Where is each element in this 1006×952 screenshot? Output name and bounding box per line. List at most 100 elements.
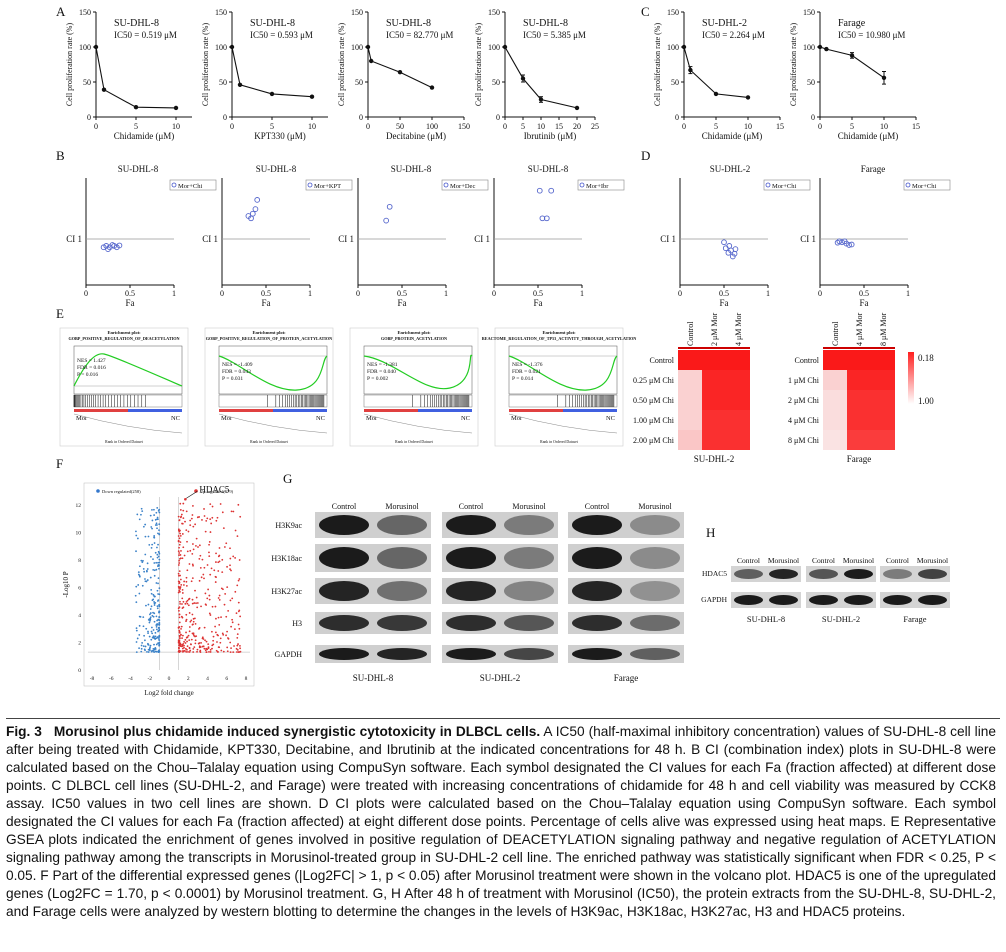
up-point [185,580,188,583]
protein-label: H3 [292,619,302,628]
down-point [135,530,137,533]
up-point [181,645,184,648]
up-point [186,645,189,648]
y-axis-label: Cell proliferation rate (%) [474,23,483,107]
heatmap-cell [726,430,750,450]
down-point [157,600,159,602]
up-point [177,641,180,644]
heatmap-cell [823,430,847,450]
up-point [218,623,221,626]
ci-legend-box [763,179,811,191]
down-point [153,651,156,653]
panel-letter-h: H [706,525,715,540]
down-point [142,616,145,618]
down-point [158,650,161,653]
gsea-plot: Enrichment plot:GOBP_POSITIVE_REGULATION… [204,327,334,447]
up-point [185,510,188,513]
up-point [190,619,193,622]
x-tick-label: 1 [766,289,770,298]
panel-letter-d: D [641,148,650,163]
up-point [201,519,203,521]
up-point [223,603,226,606]
ci-title: SU-DHL-8 [528,164,569,174]
blot-cell-name: SU-DHL-8 [747,614,785,624]
blot-cell-name: SU-DHL-8 [353,673,394,683]
up-point [236,584,239,587]
down-point [154,601,157,604]
up-point [214,631,217,634]
gsea-rank-curve [363,413,473,434]
lane-label: Control [737,556,760,565]
heatmap-cell [823,410,847,430]
data-point [101,87,107,92]
gsea-left-label: Mor [221,415,233,422]
gsea-heading: Enrichment plot: [397,330,431,335]
up-point [178,562,181,564]
down-point [158,552,161,555]
up-point [201,637,204,640]
up-point [219,503,222,505]
up-point [214,581,217,583]
blot-band [572,615,622,631]
ci-point [116,242,123,249]
down-point [146,570,148,573]
down-point [151,649,153,652]
heatmap-col-label: 2 μM Mor [710,312,719,346]
up-point [181,597,184,600]
heatmap-row-label: 0.25 μM Chi [633,376,675,385]
down-point [138,518,141,521]
up-point [208,541,211,543]
up-point [200,641,202,644]
up-point [216,641,218,643]
heatmap-row-label: Control [650,356,675,365]
x-tick-label: 5 [714,122,718,131]
ci-point [543,215,550,222]
gsea-hits-frame [73,394,183,408]
up-point [192,525,195,528]
up-point [232,510,235,513]
up-point [191,553,194,555]
down-point [138,592,141,595]
down-point [158,621,161,624]
x-tick-label: 0 [682,122,686,131]
up-point [220,649,223,652]
ci-plot: SU-DHL-8 CI 1 0 0.5 1 Fa Mor+Chi [66,164,217,308]
up-point [187,530,190,533]
down-point [145,604,147,607]
gsea-nes: NES = -1.409 [222,362,253,368]
blot-cell-name: Farage [614,673,639,683]
gsea-frame [349,327,479,447]
down-point [147,632,149,635]
up-point [179,532,181,535]
up-point [177,550,180,553]
up-point [210,522,213,525]
up-point [198,579,201,582]
down-point [143,648,146,651]
ci-point [722,245,729,252]
down-point [148,543,151,546]
up-point [217,634,219,637]
ic50-chart: 0 50 100 150 0 5 10 15 20 25 Cell proliferation ra… [474,8,599,141]
blot-cell-name: SU-DHL-2 [480,673,521,683]
down-point [158,523,161,526]
down-point [143,634,145,637]
ci-legend-label: Mor+Chi [178,183,202,190]
up-point [204,649,207,652]
ci-y-label: CI 1 [660,234,676,244]
up-point [186,540,188,543]
up-point [184,638,187,641]
heatmap-cell [678,390,702,410]
up-point [230,510,233,513]
x-tick-label: 0 [94,122,98,131]
x-tick-label: 50 [396,122,404,131]
up-point [193,634,195,637]
x-tick-label: 0 [356,289,360,298]
down-point [135,601,138,604]
x-tick-label: -8 [90,676,95,682]
up-point [229,651,232,653]
protein-label: GAPDH [274,650,302,659]
x-tick-label: -2 [147,676,152,682]
x-tick-label: -6 [109,676,114,682]
heatmap-cell [871,350,895,370]
up-point [205,640,208,643]
